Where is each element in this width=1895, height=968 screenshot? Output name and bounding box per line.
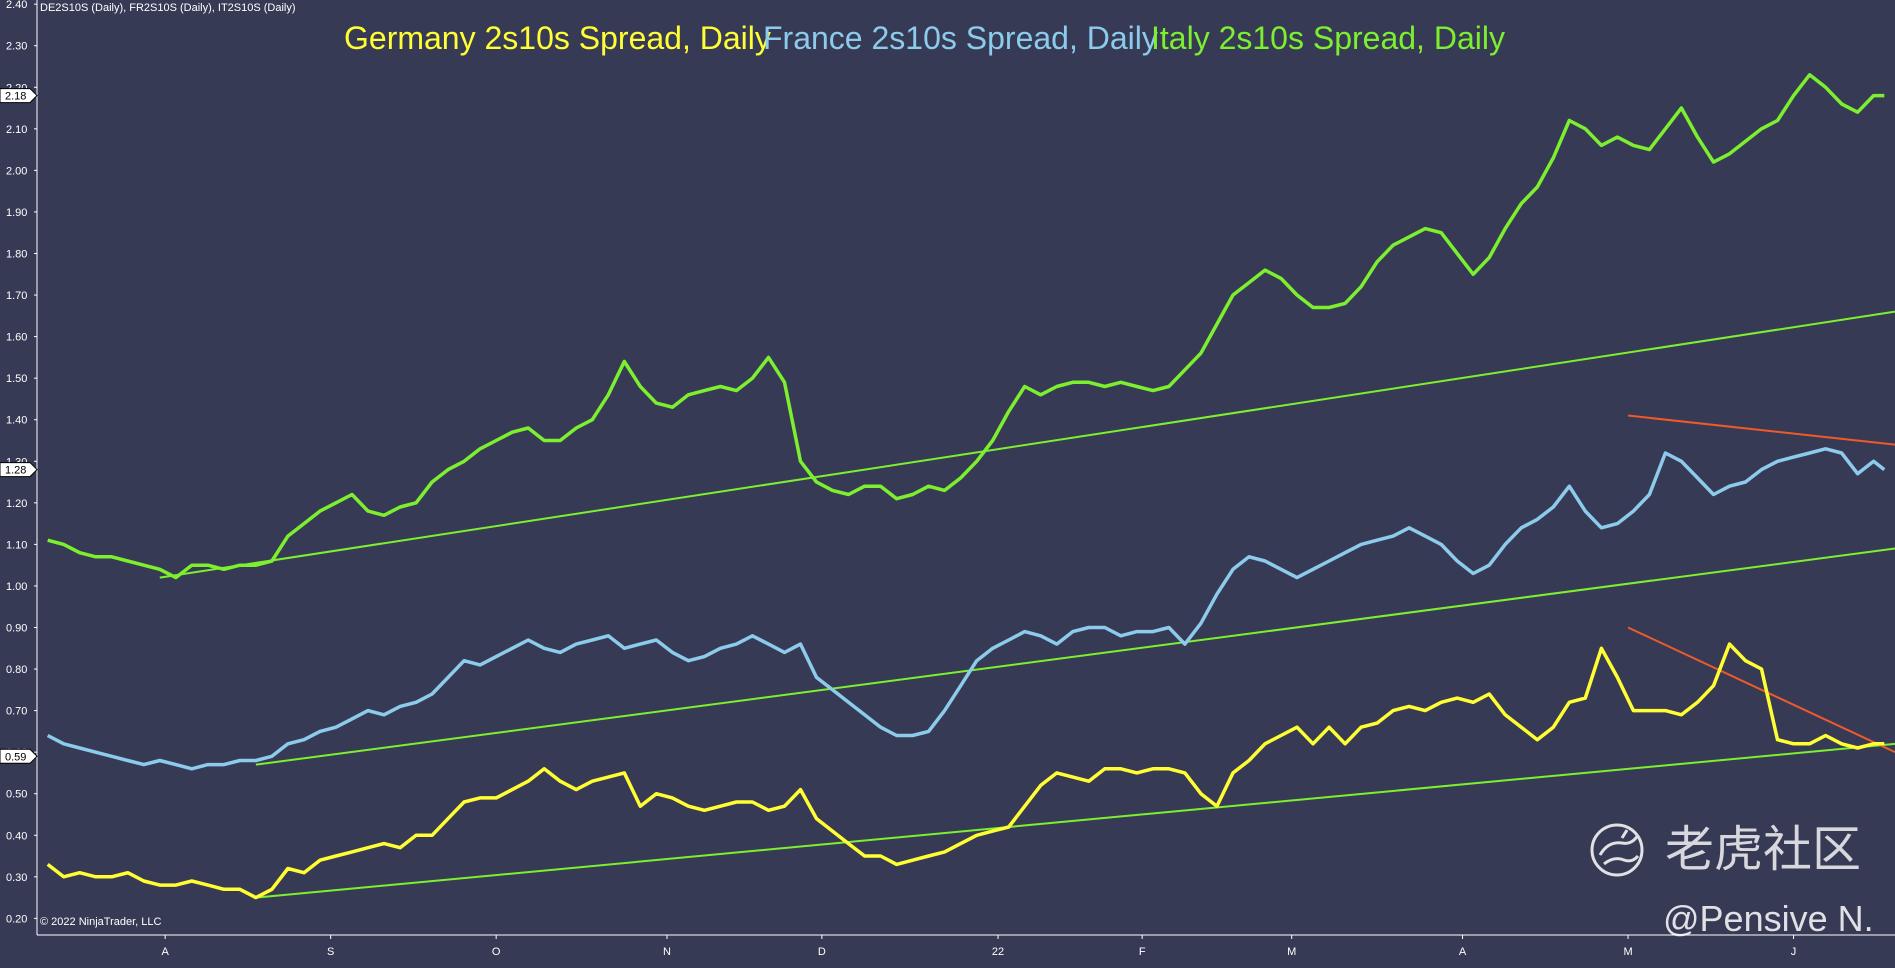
- y-tick-label: 0.50: [6, 789, 27, 801]
- x-tick-label: A: [161, 946, 169, 958]
- x-tick-label: M: [1623, 946, 1632, 958]
- x-tick-label: A: [1459, 946, 1467, 958]
- last-value-marker: 0.59: [0, 748, 38, 764]
- last-value-marker: 1.28: [0, 462, 38, 478]
- trendline-5: [1627, 626, 1895, 754]
- header-text: DE2S10S (Daily), FR2S10S (Daily), IT2S10…: [40, 2, 296, 14]
- x-tick-label: O: [492, 946, 501, 958]
- x-tick-label: S: [327, 946, 334, 958]
- trendlines: [159, 310, 1895, 899]
- y-tick-label: 0.90: [6, 622, 27, 634]
- trendline-2: [255, 547, 1895, 766]
- y-tick-label: 2.30: [6, 41, 27, 53]
- last-value-label: 0.59: [5, 751, 26, 763]
- y-tick-label: 0.80: [6, 664, 27, 676]
- legend-italy: Italy 2s10s Spread, Daily: [1151, 20, 1505, 56]
- y-tick-label: 0.70: [6, 706, 27, 718]
- y-tick-label: 0.40: [6, 830, 27, 842]
- watermark-brand: 老虎社区: [1665, 823, 1861, 877]
- legend-germany: Germany 2s10s Spread, Daily: [344, 20, 771, 56]
- y-tick-label: 1.50: [6, 373, 27, 385]
- legend-france: France 2s10s Spread, Daily: [763, 20, 1158, 56]
- trendline-4: [1627, 414, 1895, 446]
- y-tick-label: 2.40: [6, 0, 27, 11]
- last-value-marker: 2.18: [0, 88, 38, 104]
- last-value-label: 1.28: [5, 465, 26, 477]
- germany-line: [46, 642, 1885, 900]
- last-value-label: 2.18: [5, 91, 26, 103]
- y-tick-label: 1.20: [6, 498, 27, 510]
- x-tick-label: F: [1139, 946, 1146, 958]
- y-tick-label: 0.20: [6, 913, 27, 925]
- y-tick-label: 2.10: [6, 124, 27, 136]
- x-tick-label: M: [1287, 946, 1296, 958]
- y-tick-label: 0.30: [6, 872, 27, 884]
- trendline-1: [159, 310, 1895, 579]
- trendline-3: [255, 742, 1895, 899]
- y-tick-label: 1.10: [6, 539, 27, 551]
- copyright-text: © 2022 NinjaTrader, LLC: [40, 916, 161, 928]
- last-value-markers: 2.18 1.28 0.59: [0, 88, 38, 764]
- y-tick-label: 1.90: [6, 207, 27, 219]
- y-tick-label: 1.40: [6, 415, 27, 427]
- watermark: 老虎社区 @Pensive N.: [1590, 823, 1874, 939]
- y-tick-label: 1.80: [6, 248, 27, 260]
- x-tick-label: N: [663, 946, 671, 958]
- watermark-author: @Pensive N.: [1663, 898, 1874, 939]
- x-axis: A S O N D 22 F M A M J: [37, 934, 1895, 958]
- y-tick-label: 1.60: [6, 332, 27, 344]
- x-tick-label: J: [1791, 946, 1797, 958]
- legend: Germany 2s10s Spread, Daily France 2s10s…: [344, 20, 1505, 56]
- y-tick-label: 2.00: [6, 165, 27, 177]
- series-lines: [46, 73, 1886, 900]
- tiger-logo-icon: [1590, 823, 1644, 877]
- x-tick-label: D: [818, 946, 826, 958]
- y-tick-label: 1.00: [6, 581, 27, 593]
- france-line: [46, 447, 1886, 771]
- x-tick-label: 22: [992, 946, 1004, 958]
- italy-line: [47, 73, 1885, 580]
- y-tick-label: 1.70: [6, 290, 27, 302]
